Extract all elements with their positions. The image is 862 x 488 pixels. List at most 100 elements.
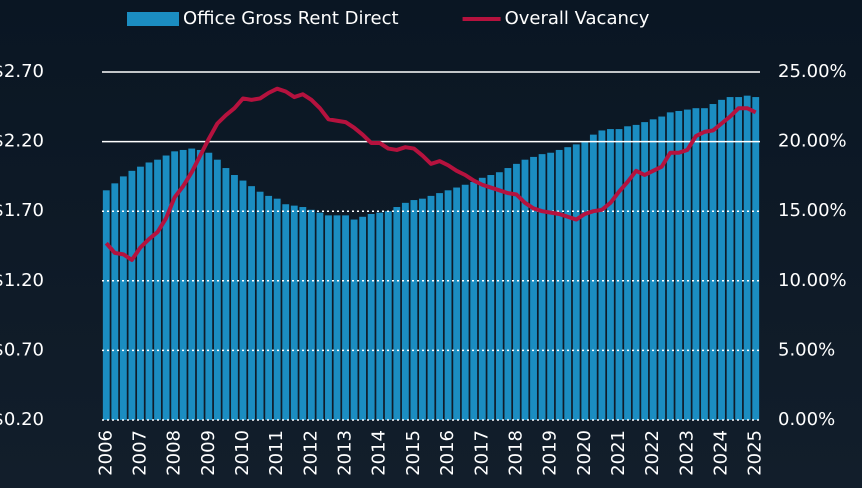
bar (461, 184, 469, 420)
bar (282, 204, 290, 420)
y-tick-label: $0.70 (0, 339, 44, 360)
bar (196, 149, 204, 420)
bar (205, 152, 213, 420)
bar (487, 175, 495, 420)
bar (231, 175, 238, 420)
x-tick-label: 2016 (437, 430, 458, 476)
legend-label: Office Gross Rent Direct (183, 8, 399, 29)
bar (179, 149, 187, 420)
bar (538, 154, 546, 421)
x-tick-label: 2010 (232, 430, 253, 476)
bar (649, 119, 657, 420)
bar (307, 209, 315, 420)
bar (581, 141, 589, 420)
x-tick-label: 2024 (711, 430, 732, 476)
bar (436, 193, 443, 420)
bar (248, 186, 255, 420)
bar (444, 190, 452, 420)
bar (119, 176, 127, 420)
bar (410, 200, 418, 420)
bar (325, 215, 332, 420)
y-tick-label: $2.20 (0, 131, 44, 152)
bar (470, 181, 478, 420)
bar (213, 159, 221, 421)
bar (273, 198, 281, 420)
bar (504, 168, 512, 420)
bar (547, 152, 555, 420)
bar (256, 191, 264, 420)
y-tick-label: $0.20 (0, 409, 44, 430)
legend-label: Overall Vacancy (505, 8, 650, 29)
x-tick-label: 2008 (164, 430, 185, 476)
bar (743, 95, 751, 420)
y2-tick-label: 10.00% (778, 270, 847, 291)
bar (171, 151, 179, 420)
bar (564, 147, 572, 420)
bar (701, 108, 708, 420)
bar (709, 104, 717, 421)
bar (265, 195, 273, 420)
bar (641, 122, 649, 420)
y-tick-label: $1.70 (0, 200, 44, 221)
x-tick-label: 2012 (300, 430, 321, 476)
bar (726, 97, 734, 420)
bar (367, 213, 375, 420)
bar (419, 198, 426, 420)
bar (692, 108, 700, 420)
bar (453, 187, 461, 420)
bar (393, 207, 401, 420)
bar (478, 177, 486, 420)
bar (128, 170, 136, 420)
bar (530, 156, 537, 421)
bar (316, 212, 324, 420)
x-tick-label: 2017 (471, 430, 492, 476)
bar (102, 190, 110, 420)
bar (290, 205, 298, 420)
bar (615, 129, 623, 420)
bar (632, 124, 640, 421)
bar (495, 172, 503, 420)
y2-tick-label: 20.00% (778, 131, 847, 152)
bar (401, 202, 409, 420)
bar (658, 116, 666, 420)
bar (359, 216, 367, 420)
x-tick-label: 2018 (505, 430, 526, 476)
bar (666, 112, 674, 421)
x-tick-label: 2011 (266, 430, 287, 476)
bar (299, 207, 307, 420)
bar (222, 168, 230, 420)
bar (137, 166, 144, 420)
bar (624, 126, 631, 421)
bar (342, 215, 349, 420)
line (104, 86, 757, 262)
bar (735, 97, 743, 420)
bar (333, 215, 341, 420)
bar (376, 212, 384, 420)
x-tick-label: 2023 (676, 430, 697, 476)
x-tick-label: 2019 (540, 430, 561, 476)
bar (111, 183, 119, 420)
x-tick-label: 2022 (642, 430, 663, 476)
bar (683, 109, 691, 421)
y-tick-label: $1.20 (0, 270, 44, 291)
x-tick-label: 2015 (403, 430, 424, 476)
bar (675, 110, 683, 420)
x-tick-label: 2021 (608, 430, 629, 476)
x-tick-label: 2020 (574, 430, 595, 476)
legend-swatch (127, 12, 179, 26)
bar (718, 99, 725, 420)
bar (162, 155, 170, 420)
bar (555, 149, 563, 420)
bar (145, 162, 153, 421)
y-tick-label: $2.70 (0, 61, 44, 82)
bar (239, 180, 247, 420)
bar (607, 129, 614, 420)
y2-tick-label: 15.00% (778, 200, 847, 221)
x-tick-label: 2009 (198, 430, 219, 476)
bar (589, 134, 597, 420)
bar (521, 159, 529, 421)
x-tick-label: 2025 (745, 430, 766, 476)
bar (752, 97, 760, 420)
